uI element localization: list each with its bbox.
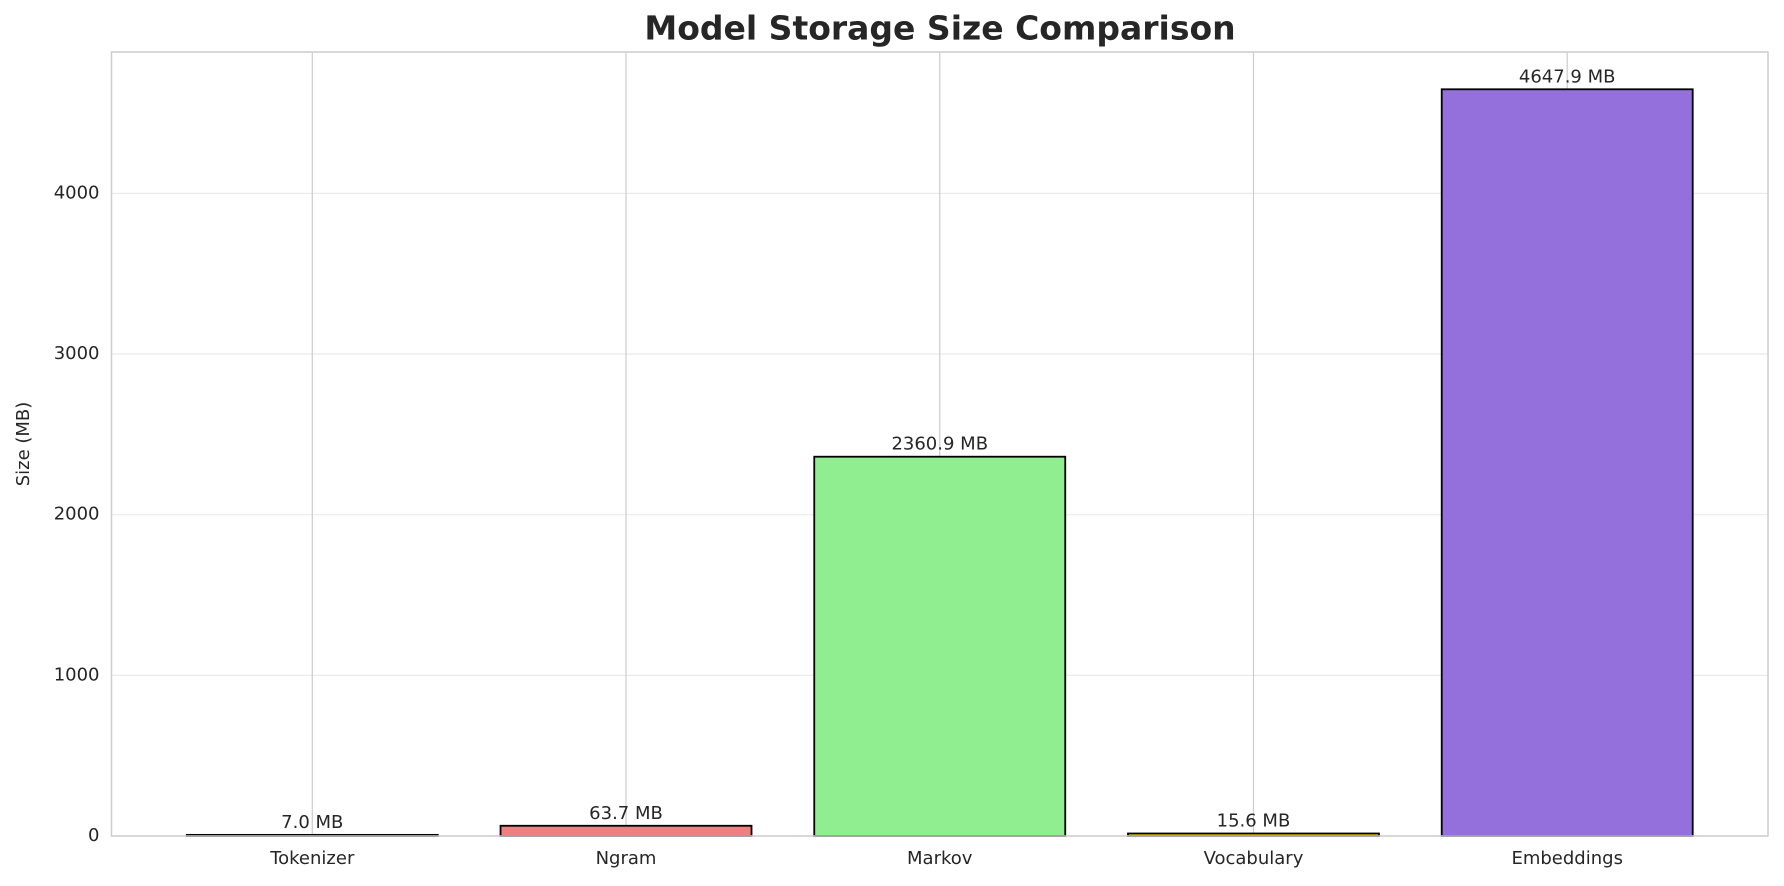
y-tick-label: 3000 — [54, 343, 100, 364]
x-tick-label: Vocabulary — [1204, 848, 1304, 869]
value-label: 4647.9 MB — [1519, 66, 1616, 87]
y-tick-label: 1000 — [54, 664, 100, 685]
plot-frame — [110, 51, 1769, 837]
y-tick-label: 0 — [88, 825, 99, 846]
x-tick-label: Ngram — [596, 848, 657, 869]
y-tick-label: 2000 — [54, 504, 100, 525]
value-label: 63.7 MB — [589, 803, 663, 824]
value-label: 15.6 MB — [1217, 810, 1291, 831]
bar — [1440, 88, 1694, 837]
x-tick-label: Markov — [907, 848, 973, 869]
bar — [499, 824, 753, 837]
y-axis-label: Size (MB) — [13, 402, 34, 487]
value-label: 7.0 MB — [281, 812, 343, 833]
bar — [813, 455, 1067, 837]
value-label: 2360.9 MB — [891, 434, 988, 455]
chart-title: Model Storage Size Comparison — [644, 9, 1235, 48]
y-tick-label: 4000 — [54, 182, 100, 203]
x-tick-label: Embeddings — [1511, 848, 1622, 869]
x-tick-label: Tokenizer — [269, 848, 355, 869]
